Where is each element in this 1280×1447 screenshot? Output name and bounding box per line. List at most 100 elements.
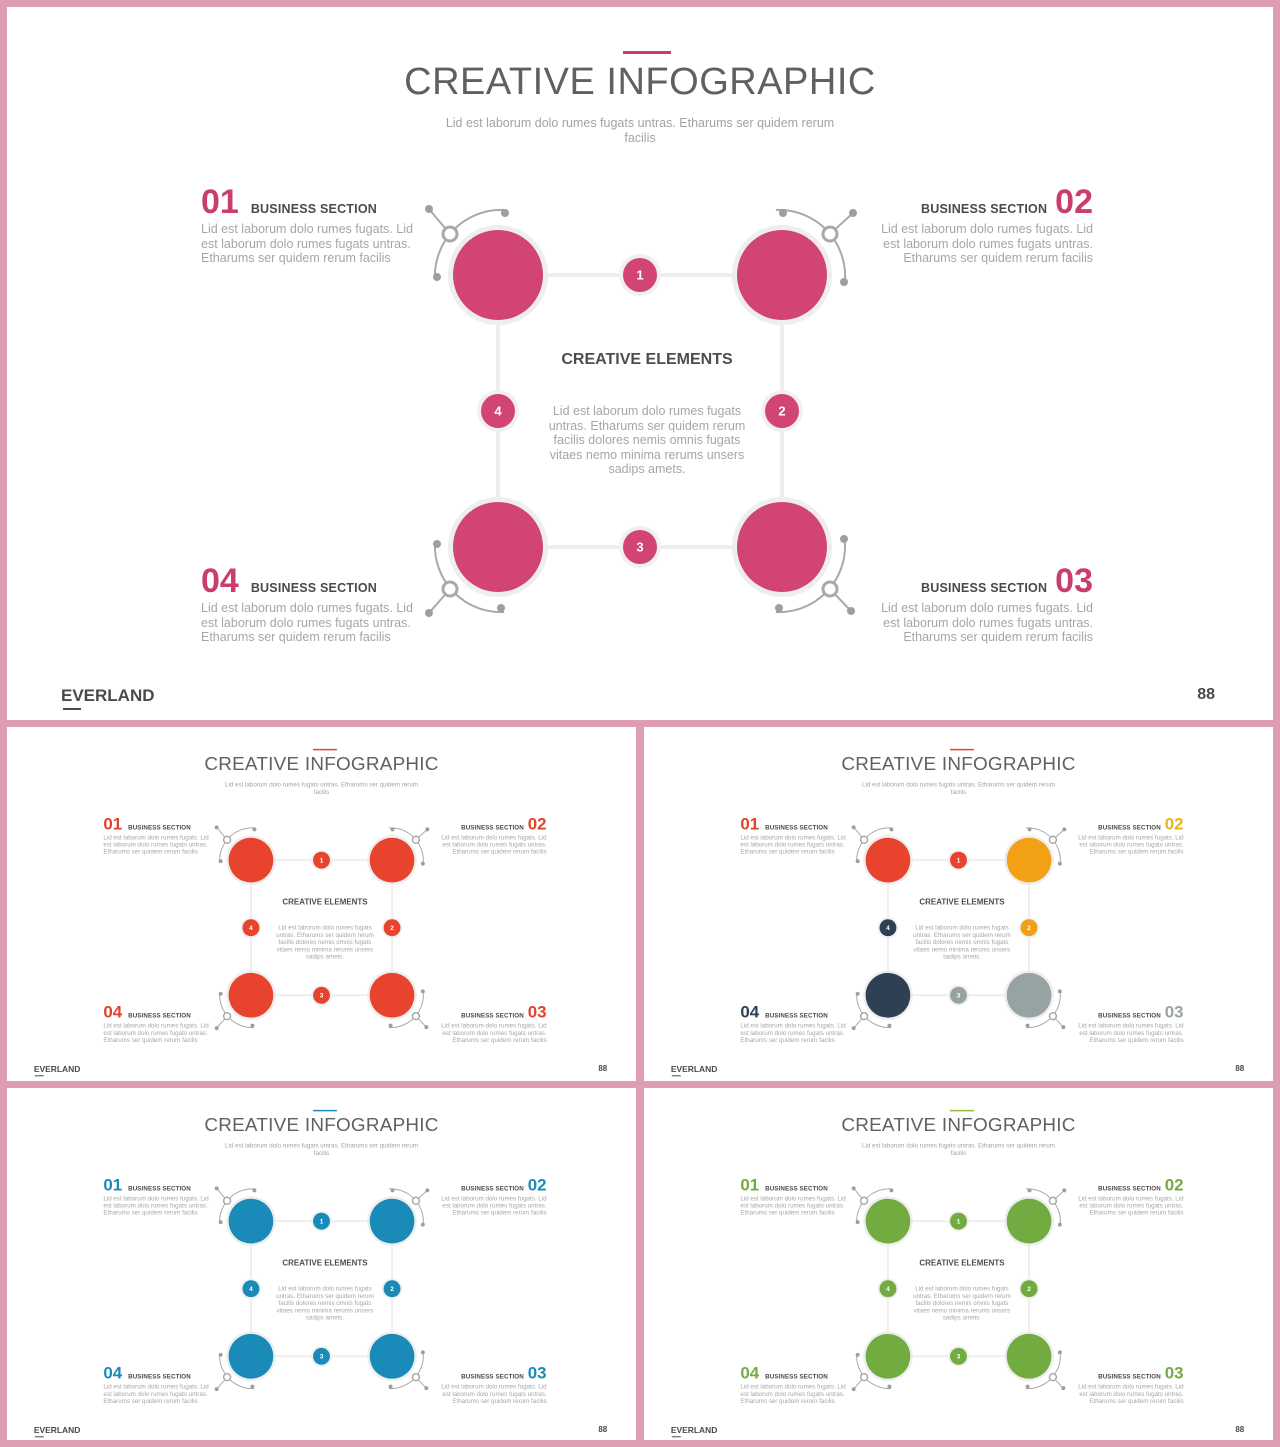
section-02-header: BUSINESS SECTION 02 — [461, 1176, 546, 1193]
step-label-1: 1 — [320, 857, 324, 864]
step-label-4: 4 — [886, 1286, 890, 1293]
section-01-label: BUSINESS SECTION — [128, 823, 191, 831]
section-01-header: 01 BUSINESS SECTION — [740, 1176, 827, 1193]
decor-rings — [859, 835, 1058, 1021]
section-04-header: 04 BUSINESS SECTION — [201, 564, 377, 598]
section-03-number: 03 — [1164, 1363, 1184, 1383]
page-number: 88 — [598, 1064, 608, 1073]
big-circle-bottom-right — [1006, 972, 1052, 1018]
section-01-label: BUSINESS SECTION — [250, 202, 377, 216]
step-label-1: 1 — [636, 268, 643, 283]
section-02-label: BUSINESS SECTION — [461, 1184, 524, 1192]
slide-subtitle: Lid est laborum dolo rumes fugats untras… — [445, 116, 835, 145]
page-number: 88 — [1197, 686, 1215, 703]
big-circle-bottom-right — [1006, 1333, 1052, 1379]
brand-logo-text: EVERLAND — [61, 686, 155, 705]
center-title: CREATIVE ELEMENTS — [282, 897, 368, 907]
section-02-text: Lid est laborum dolo rumes fugats. Lid e… — [1078, 1194, 1184, 1217]
step-label-3: 3 — [957, 993, 961, 1000]
step-label-4: 4 — [249, 925, 253, 932]
infographic-graphic: 1 2 3 4 — [214, 1186, 430, 1392]
step-dots: 1 2 3 4 — [240, 849, 403, 1006]
section-02-text: Lid est laborum dolo rumes fugats. Lid e… — [441, 1194, 547, 1217]
decor-rings — [441, 225, 839, 598]
big-circles — [863, 1196, 1054, 1382]
center-text: Lid est laborum dolo rumes fugats untras… — [276, 1285, 374, 1322]
step-label-3: 3 — [320, 993, 324, 1000]
section-02-text: Lid est laborum dolo rumes fugats. Lid e… — [441, 833, 547, 856]
slide-title: CREATIVE INFOGRAPHIC — [841, 1114, 1076, 1136]
center-text: Lid est laborum dolo rumes fugats untras… — [913, 1285, 1011, 1322]
section-04-label: BUSINESS SECTION — [765, 1373, 828, 1381]
slide-title: CREATIVE INFOGRAPHIC — [404, 61, 876, 103]
section-01-text: Lid est laborum dolo rumes fugats. Lid e… — [103, 1194, 209, 1217]
big-circle-bottom-right — [369, 1333, 415, 1379]
section-02-header: BUSINESS SECTION 02 — [461, 815, 546, 832]
step-dot-2 — [1020, 919, 1038, 937]
step-dot-3 — [950, 1347, 967, 1365]
page-number: 88 — [598, 1425, 608, 1434]
title-accent-line — [950, 748, 974, 751]
step-label-2: 2 — [390, 925, 394, 932]
section-04-number: 04 — [103, 1363, 123, 1383]
step-label-3: 3 — [957, 1354, 961, 1361]
big-circle-bottom-right — [737, 502, 827, 592]
decor-dots — [214, 1186, 430, 1392]
step-dot-1 — [313, 1212, 330, 1230]
section-03-header: BUSINESS SECTION 03 — [1098, 1365, 1183, 1382]
slide-main: CREATIVE INFOGRAPHIC Lid est laborum dol… — [7, 7, 1273, 720]
section-02-label: BUSINESS SECTION — [1098, 1184, 1161, 1192]
title-accent-line — [950, 1109, 974, 1112]
section-01-number: 01 — [740, 1175, 760, 1195]
big-circle-top-left — [865, 837, 911, 883]
brand-underline — [34, 1436, 44, 1438]
section-04-text: Lid est laborum dolo rumes fugats. Lid e… — [103, 1022, 209, 1044]
section-04-label: BUSINESS SECTION — [765, 1012, 828, 1020]
center-title: CREATIVE ELEMENTS — [919, 1258, 1005, 1268]
step-label-3: 3 — [320, 1354, 324, 1361]
big-circles — [226, 1196, 417, 1382]
big-circles — [863, 835, 1054, 1021]
section-01-text: Lid est laborum dolo rumes fugats. Lid e… — [103, 833, 209, 856]
step-dot-3 — [623, 530, 657, 564]
step-dot-1 — [313, 851, 330, 869]
slide-red: CREATIVE INFOGRAPHIC Lid est laborum dol… — [7, 727, 636, 1081]
big-circle-top-right — [1006, 837, 1052, 883]
step-dot-1 — [623, 258, 657, 292]
section-04-number: 04 — [201, 562, 239, 600]
big-circle-top-right — [1006, 1198, 1052, 1244]
section-04-number: 04 — [740, 1002, 760, 1022]
step-label-2: 2 — [390, 1286, 394, 1293]
step-dot-4 — [481, 394, 515, 428]
step-dot-4 — [879, 1280, 897, 1298]
big-circle-top-left — [453, 230, 543, 320]
page-number: 88 — [1235, 1425, 1245, 1434]
section-02-number: 02 — [527, 814, 547, 834]
section-01-number: 01 — [103, 1175, 123, 1195]
section-01-number: 01 — [201, 183, 239, 221]
big-circles — [448, 225, 832, 597]
section-03-text: Lid est laborum dolo rumes fugats. Lid e… — [1078, 1383, 1184, 1405]
step-label-4: 4 — [249, 1286, 253, 1293]
center-title: CREATIVE ELEMENTS — [282, 1258, 368, 1268]
section-02-label: BUSINESS SECTION — [1098, 823, 1161, 831]
big-circle-bottom-left — [865, 1333, 911, 1379]
step-dots: 1 2 3 4 — [240, 1210, 403, 1367]
section-03-text: Lid est laborum dolo rumes fugats. Lid e… — [441, 1022, 547, 1044]
step-dot-2 — [765, 394, 799, 428]
section-04-header: 04 BUSINESS SECTION — [103, 1004, 190, 1021]
section-04-label: BUSINESS SECTION — [250, 581, 377, 595]
section-03-number: 03 — [527, 1363, 547, 1383]
section-02-text: Lid est laborum dolo rumes fugats. Lid e… — [881, 222, 1093, 265]
brand-logo-text: EVERLAND — [670, 1064, 718, 1074]
title-accent-line — [313, 1109, 337, 1112]
section-03-header: BUSINESS SECTION 03 — [921, 564, 1093, 598]
infographic-graphic: 1 2 3 4 — [425, 205, 857, 617]
step-dot-2 — [383, 919, 401, 937]
step-dot-4 — [879, 919, 897, 937]
big-circle-bottom-right — [369, 972, 415, 1018]
big-circle-bottom-left — [228, 1333, 274, 1379]
step-dots: 1 2 3 4 — [877, 849, 1040, 1006]
section-01-header: 01 BUSINESS SECTION — [201, 185, 377, 219]
section-02-header: BUSINESS SECTION 02 — [921, 185, 1093, 219]
